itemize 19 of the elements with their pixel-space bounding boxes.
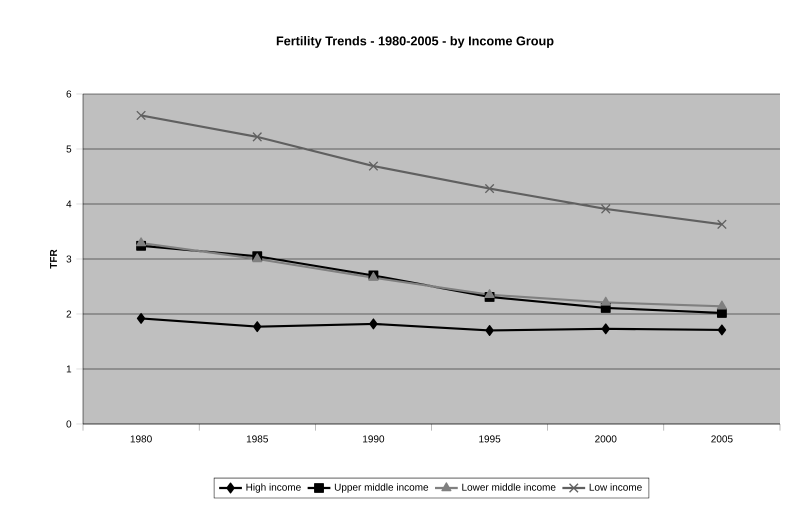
y-tick-label: 1 <box>66 366 72 372</box>
y-tick-label: 6 <box>66 90 72 98</box>
y-tick-label: 3 <box>66 255 72 263</box>
y-tick-label: 5 <box>66 146 72 152</box>
legend-label: Upper middle income <box>334 483 428 493</box>
y-tick-label: 0 <box>66 420 72 428</box>
y-tick-label: 2 <box>66 310 72 318</box>
x-tick-label: 2000 <box>595 435 616 442</box>
legend-label: Lower middle income <box>462 483 556 491</box>
chart-title: Fertility Trends - 1980-2005 - by Income Group <box>276 36 554 48</box>
x-tick-label: 2005 <box>711 435 733 442</box>
y-tick-label: 4 <box>66 200 72 208</box>
y-axis-title: TFR <box>50 249 57 269</box>
x-tick-label: 1995 <box>479 435 500 442</box>
legend-label: Low income <box>590 483 642 491</box>
legend-label: High income <box>246 483 301 493</box>
x-tick-label: 1980 <box>130 435 152 442</box>
x-tick-label: 1985 <box>246 435 268 442</box>
x-tick-label: 1990 <box>363 435 384 442</box>
